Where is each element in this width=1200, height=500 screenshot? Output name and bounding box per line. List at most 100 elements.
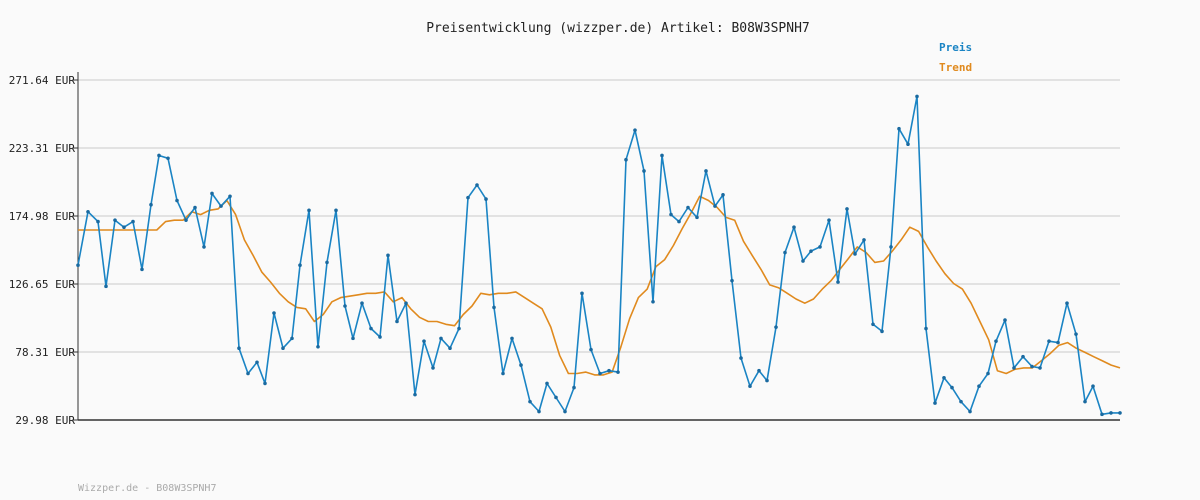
preis-point xyxy=(510,336,514,341)
y-tick-label: 271.64 EUR xyxy=(9,74,76,87)
preis-point xyxy=(484,197,488,201)
preis-point xyxy=(263,381,267,386)
preis-point xyxy=(1109,411,1113,415)
preis-point xyxy=(1083,399,1087,404)
preis-point xyxy=(140,267,144,272)
preis-point xyxy=(695,215,699,220)
preis-point xyxy=(580,291,584,296)
preis-point xyxy=(457,326,461,331)
y-tick-label: 78.31 EUR xyxy=(15,346,75,359)
preis-point xyxy=(897,126,901,131)
preis-point xyxy=(369,326,373,331)
preis-point xyxy=(1030,364,1034,369)
preis-point xyxy=(290,336,294,341)
preis-point xyxy=(466,195,470,200)
preis-point xyxy=(378,335,382,339)
preis-point xyxy=(968,409,972,414)
preis-point xyxy=(351,336,355,341)
preis-point xyxy=(210,191,214,196)
preis-point xyxy=(157,153,161,158)
y-tick-label: 174.98 EUR xyxy=(9,210,76,223)
preis-point xyxy=(1118,411,1122,415)
y-axis-tick-labels: 29.98 EUR 78.31 EUR 126.65 EUR 174.98 EUR 22… xyxy=(9,74,76,427)
preis-point xyxy=(554,395,558,400)
preis-point xyxy=(836,280,840,284)
preis-point xyxy=(686,205,690,210)
legend: Preis Trend xyxy=(939,41,972,74)
preis-point xyxy=(880,329,884,334)
preis-point xyxy=(924,326,928,331)
preis-point xyxy=(386,253,390,258)
preis-point xyxy=(448,346,452,351)
preis-point xyxy=(1047,339,1051,343)
series-line-trend xyxy=(78,195,1121,376)
preis-point xyxy=(113,218,117,222)
preis-point xyxy=(413,392,417,397)
preis-point xyxy=(633,128,637,132)
legend-entry-preis: Preis xyxy=(939,41,972,54)
preis-point xyxy=(325,260,329,265)
legend-entry-trend: Trend xyxy=(939,61,972,74)
preis-point xyxy=(334,208,338,213)
preis-point xyxy=(986,371,990,376)
preis-point xyxy=(316,345,320,349)
preis-point xyxy=(1065,301,1069,305)
preis-point xyxy=(624,157,628,162)
preis-point xyxy=(950,385,954,390)
preis-point xyxy=(933,401,937,405)
preis-point xyxy=(431,366,435,370)
preis-point xyxy=(1091,384,1095,389)
preis-point xyxy=(475,183,479,187)
preis-point xyxy=(104,284,108,289)
preis-point xyxy=(994,339,998,343)
preis-point xyxy=(889,245,893,249)
preis-point xyxy=(1003,318,1007,322)
preis-point xyxy=(845,207,849,211)
preis-point xyxy=(783,250,787,255)
series-line-preis xyxy=(77,95,1120,416)
preis-point xyxy=(757,368,761,373)
preis-point xyxy=(818,245,822,249)
preis-point xyxy=(906,142,910,147)
preis-point xyxy=(862,238,866,242)
preis-point xyxy=(519,363,523,367)
preis-point xyxy=(237,346,241,351)
preis-point xyxy=(809,249,813,253)
grid xyxy=(78,79,1120,354)
preis-point xyxy=(184,218,188,222)
footer-credit: Wizzper.de - B08W3SPNH7 xyxy=(78,483,216,494)
chart-title: Preisentwicklung (wizzper.de) Artikel: B… xyxy=(426,21,810,36)
y-tick-label: 223.31 EUR xyxy=(9,142,76,155)
preis-point xyxy=(563,409,567,414)
axes xyxy=(73,72,1120,421)
y-tick-label: 29.98 EUR xyxy=(15,414,75,427)
preis-point xyxy=(422,339,426,343)
preis-point xyxy=(175,198,179,203)
preis-point xyxy=(255,360,259,365)
preis-point xyxy=(272,311,276,315)
preis-point xyxy=(395,319,399,324)
preis-point xyxy=(76,263,80,268)
preis-point xyxy=(589,347,593,352)
preis-point xyxy=(651,299,655,304)
preis-point xyxy=(307,208,311,213)
preis-point xyxy=(501,371,505,376)
preis-point xyxy=(721,193,725,197)
preis-point xyxy=(404,301,408,305)
preis-point xyxy=(1038,366,1042,370)
preis-point xyxy=(122,225,126,230)
preis-point xyxy=(1100,412,1104,417)
preis-point xyxy=(730,278,734,283)
preis-point xyxy=(871,322,875,327)
preis-point xyxy=(713,204,717,208)
preis-point xyxy=(545,381,549,386)
preis-point xyxy=(572,385,576,390)
preis-point xyxy=(739,356,743,360)
preis-point xyxy=(360,301,364,305)
preis-point xyxy=(281,346,285,351)
preis-point xyxy=(228,194,232,199)
preis-point xyxy=(598,371,602,376)
preis-point xyxy=(86,209,90,214)
preis-point xyxy=(246,371,250,376)
